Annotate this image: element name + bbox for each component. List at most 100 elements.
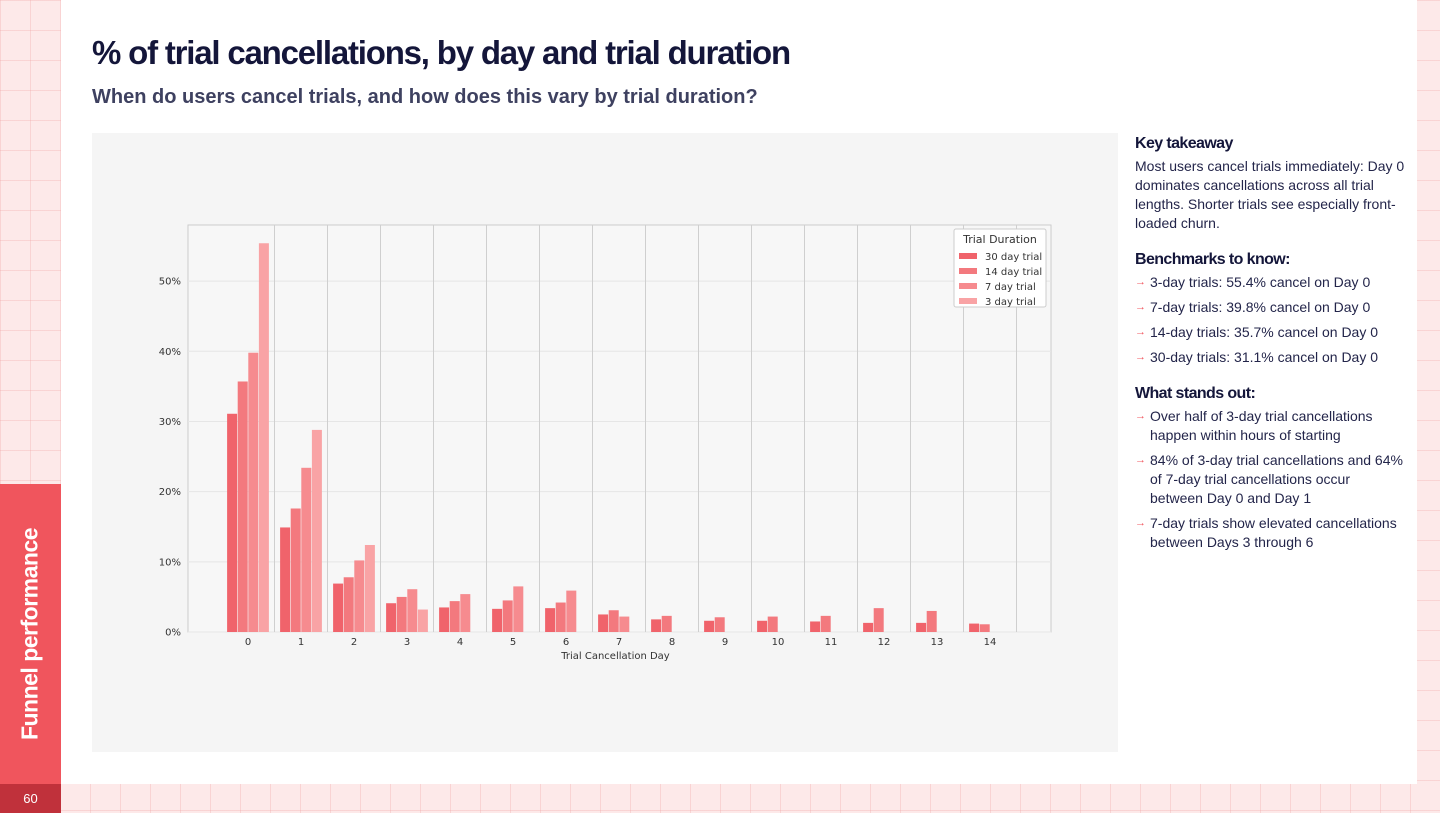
bar	[290, 508, 301, 632]
list-item: → 30-day trials: 31.1% cancel on Day 0	[1135, 349, 1379, 365]
x-tick-label: 2	[351, 637, 357, 648]
bar	[386, 603, 397, 632]
legend-title: Trial Duration	[962, 233, 1037, 246]
legend-entry: 30 day trial	[985, 252, 1042, 263]
bar	[492, 608, 503, 632]
bar	[460, 594, 471, 632]
arrow-right-icon: →	[1135, 276, 1146, 288]
page-title: % of trial cancellations, by day and tri…	[92, 34, 791, 71]
bar	[343, 577, 354, 632]
x-tick-label: 4	[457, 637, 463, 648]
bar	[608, 610, 619, 632]
x-tick-label: 10	[772, 637, 785, 648]
legend-swatch	[959, 268, 977, 274]
arrow-right-icon: →	[1135, 301, 1146, 313]
x-tick-label: 6	[563, 637, 569, 648]
bar	[926, 610, 937, 632]
x-tick-label: 5	[510, 637, 516, 648]
x-tick-label: 0	[245, 637, 251, 648]
bar	[651, 619, 662, 632]
y-tick-label: 40%	[159, 347, 181, 358]
bar	[767, 616, 778, 632]
bar	[407, 589, 418, 632]
list-item: → 3-day trials: 55.4% cancel on Day 0	[1135, 274, 1371, 290]
x-tick-label: 1	[298, 637, 304, 648]
key-takeaway-heading: Key takeaway	[1135, 135, 1233, 152]
arrow-right-icon: →	[1135, 454, 1146, 466]
plot-area	[187, 224, 1052, 633]
y-tick-label: 30%	[159, 417, 181, 428]
legend-entry: 3 day trial	[985, 297, 1036, 308]
arrow-right-icon: →	[1135, 351, 1146, 363]
legend-swatch	[959, 298, 977, 304]
bar	[227, 413, 238, 632]
bar-chart: 0%10%20%30%40%50%0 1 2 3 4 5 6 7 8 9 10 11 12 13 14Tri…	[159, 224, 1052, 662]
list-item: → 14-day trials: 35.7% cancel on Day 0	[1135, 324, 1379, 340]
arrow-right-icon: →	[1135, 517, 1146, 529]
bar	[714, 617, 725, 632]
bar	[513, 586, 524, 632]
bar	[916, 622, 927, 632]
chart-panel: 0% 10% 20% 30% 40% 50% 0 1 2 3 4 5 6 7 8 9 10 11 12 13 14 Tri…	[92, 133, 1118, 752]
bar	[545, 608, 556, 632]
bar	[258, 243, 269, 633]
bar	[449, 601, 460, 632]
bar	[969, 623, 980, 632]
x-tick-label: 3	[404, 637, 410, 648]
list-item: → 7-day trials show elevated cancellation…	[1135, 515, 1397, 550]
list-item: → 7-day trials: 39.8% cancel on Day 0	[1135, 299, 1371, 315]
bar	[502, 600, 513, 632]
bar	[439, 607, 450, 632]
list-item: → 84% of 3-day trial cancellations and 64…	[1135, 452, 1403, 506]
bar	[354, 560, 365, 632]
legend-entry: 14 day trial	[985, 267, 1042, 278]
x-tick-label: 9	[722, 637, 728, 648]
standouts-list: → Over half of 3-day trial cancellations …	[1135, 407, 1405, 552]
x-tick-label: 12	[878, 637, 891, 648]
page-subtitle: When do users cancel trials, and how doe…	[92, 86, 758, 108]
bar	[280, 527, 291, 632]
bar	[417, 609, 428, 632]
arrow-right-icon: →	[1135, 326, 1146, 338]
bar	[661, 615, 672, 632]
x-tick-label: 8	[669, 637, 675, 648]
legend-swatch	[959, 283, 977, 289]
section-label: Funnel performance	[16, 527, 43, 741]
bar	[301, 467, 312, 632]
x-tick-label: 14	[984, 637, 997, 648]
takeaways-panel: Key takeaway Most users cancel trials im…	[1135, 135, 1405, 570]
bar	[566, 590, 577, 632]
bar	[873, 608, 884, 632]
bar	[979, 624, 990, 632]
list-item: → Over half of 3-day trial cancellations …	[1135, 408, 1373, 443]
x-tick-label: 13	[931, 637, 944, 648]
bar	[619, 616, 630, 632]
bar	[364, 544, 375, 632]
bar	[598, 614, 609, 632]
standouts-heading: What stands out:	[1135, 385, 1256, 402]
arrow-right-icon: →	[1135, 410, 1146, 422]
bar	[248, 352, 259, 632]
x-tick-label: 7	[616, 637, 622, 648]
y-tick-label: 0%	[165, 628, 181, 639]
bar	[863, 622, 874, 632]
bar	[555, 602, 566, 632]
bar	[820, 615, 831, 632]
bar	[704, 620, 715, 632]
key-takeaway-text: Most users cancel trials immediately: Da…	[1135, 158, 1405, 231]
page-number: 60	[0, 784, 61, 813]
bar	[311, 429, 322, 632]
bar	[396, 596, 407, 632]
y-tick-label: 10%	[159, 557, 181, 568]
bar	[237, 381, 248, 632]
bar	[810, 621, 821, 632]
benchmarks-heading: Benchmarks to know:	[1135, 251, 1290, 268]
benchmarks-list: → 3-day trials: 55.4% cancel on Day 0 → 7-…	[1135, 273, 1405, 367]
bar	[757, 620, 768, 632]
y-tick-label: 50%	[159, 277, 181, 288]
legend-entry: 7 day trial	[985, 282, 1036, 293]
section-tab	[0, 484, 61, 784]
x-tick-label: 11	[825, 637, 838, 648]
x-axis-label: Trial Cancellation Day	[560, 651, 670, 662]
legend-swatch	[959, 253, 977, 259]
